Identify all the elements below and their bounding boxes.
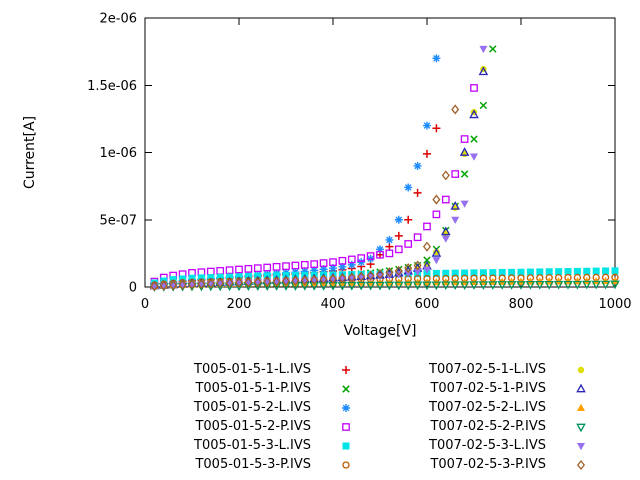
legend-label: T007-02-5-1-P.IVS xyxy=(430,381,546,396)
open-square-marker-icon xyxy=(342,422,350,431)
open-circle-marker-icon xyxy=(342,460,350,469)
legend-item: T005-01-5-3-L.IVS xyxy=(178,436,355,455)
filled-square-marker-icon xyxy=(342,442,350,449)
legend-label: T005-01-5-1-L.IVS xyxy=(194,362,311,377)
legend-label: T005-01-5-1-P.IVS xyxy=(195,381,311,396)
legend-item: T007-02-5-2-L.IVS xyxy=(413,398,590,417)
legend-item: T005-01-5-1-L.IVS xyxy=(178,360,355,379)
legend-column-2: T007-02-5-1-L.IVS T007-02-5-1-P.IVS T007… xyxy=(413,360,590,474)
legend-label: T007-02-5-1-L.IVS xyxy=(429,362,546,377)
series-T005-01-5-1-L.IVS xyxy=(150,124,441,289)
legend-label: T005-01-5-2-P.IVS xyxy=(195,419,311,434)
series-T007-02-5-3-P.IVS xyxy=(150,104,460,292)
filled-triangle-down-marker-icon xyxy=(577,442,585,450)
legend-label: T005-01-5-3-L.IVS xyxy=(194,438,311,453)
cross-marker-icon xyxy=(342,384,350,393)
legend-label: T007-02-5-3-L.IVS xyxy=(429,438,546,453)
legend-item: T007-02-5-2-P.IVS xyxy=(413,417,590,436)
y-tick-label: 2e-06 xyxy=(99,12,137,27)
legend-item: T007-02-5-1-L.IVS xyxy=(413,360,590,379)
x-tick-label: 0 xyxy=(141,297,149,312)
x-axis-label: Voltage[V] xyxy=(343,323,416,339)
legend-item: T007-02-5-3-L.IVS xyxy=(413,436,590,455)
legend-column-1: T005-01-5-1-L.IVS T005-01-5-1-P.IVS T005… xyxy=(178,360,355,474)
axis-tick-labels: 0 200 400 600 800 1000 0 5e-07 1e-06 1.5e-06 2e-06 xyxy=(87,12,631,313)
legend-item: T007-02-5-3-P.IVS xyxy=(413,455,590,474)
y-axis-label: Current[A] xyxy=(22,116,38,189)
series-T005-01-5-2-L.IVS xyxy=(150,54,441,289)
legend-item: T007-02-5-1-P.IVS xyxy=(413,379,590,398)
series-T005-01-5-1-P.IVS xyxy=(150,45,497,290)
legend-item: T005-01-5-3-P.IVS xyxy=(178,455,355,474)
asterisk-marker-icon xyxy=(342,403,350,412)
legend-label: T007-02-5-2-L.IVS xyxy=(429,400,546,415)
y-tick-label: 5e-07 xyxy=(99,213,137,228)
filled-circle-marker-icon xyxy=(577,366,585,373)
open-diamond-marker-icon xyxy=(576,459,586,470)
series-T007-02-5-1-P.IVS xyxy=(149,66,489,290)
x-tick-label: 800 xyxy=(509,297,534,312)
y-tick-label: 1.5e-06 xyxy=(87,79,137,94)
plus-marker-icon xyxy=(342,365,350,374)
x-tick-label: 600 xyxy=(415,297,440,312)
legend-item: T005-01-5-1-P.IVS xyxy=(178,379,355,398)
legend-label: T007-02-5-2-P.IVS xyxy=(430,419,546,434)
legend-item: T005-01-5-2-L.IVS xyxy=(178,398,355,417)
series-T005-01-5-2-P.IVS xyxy=(150,84,478,286)
x-tick-label: 200 xyxy=(227,297,252,312)
filled-triangle-up-marker-icon xyxy=(577,403,585,411)
legend-label: T005-01-5-3-P.IVS xyxy=(195,457,311,472)
legend-label: T007-02-5-3-P.IVS xyxy=(430,457,546,472)
x-tick-label: 1000 xyxy=(598,297,631,312)
data-points xyxy=(149,45,620,292)
legend-label: T005-01-5-2-L.IVS xyxy=(194,400,311,415)
open-triangle-down-marker-icon xyxy=(576,423,586,432)
y-tick-label: 0 xyxy=(129,281,137,296)
open-triangle-up-marker-icon xyxy=(576,383,586,392)
legend-item: T005-01-5-2-P.IVS xyxy=(178,417,355,436)
y-tick-label: 1e-06 xyxy=(99,146,137,161)
x-tick-label: 400 xyxy=(321,297,346,312)
